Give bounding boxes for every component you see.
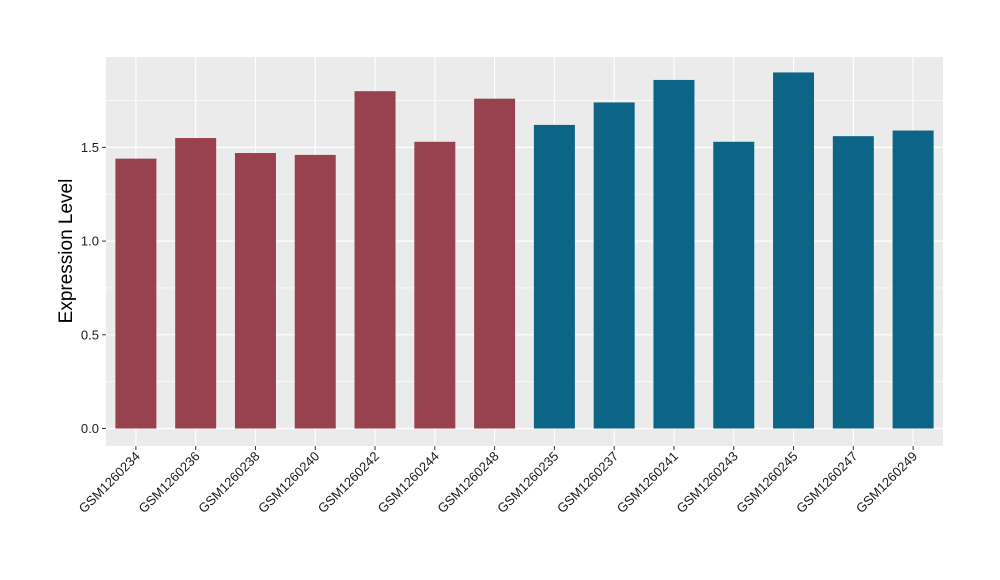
x-tick-label: GSM1260247 <box>793 449 860 516</box>
x-tick-label: GSM1260242 <box>315 449 382 516</box>
y-tick-label: 1.5 <box>81 140 99 155</box>
plot-panel <box>106 57 943 446</box>
bar <box>175 138 217 429</box>
x-tick-label: GSM1260248 <box>434 449 501 516</box>
bar <box>593 102 635 429</box>
x-tick-label: GSM1260240 <box>255 449 322 516</box>
bar <box>115 158 157 429</box>
bar <box>234 153 276 429</box>
x-tick-label: GSM1260238 <box>195 449 262 516</box>
y-tick-label: 1.0 <box>81 234 99 249</box>
x-tick-label: GSM1260245 <box>733 449 800 516</box>
x-tick-label: GSM1260236 <box>135 449 202 516</box>
y-tick-label: 0.5 <box>81 327 99 342</box>
x-tick-label: GSM1260235 <box>494 449 561 516</box>
bar <box>474 98 516 429</box>
x-tick-label: GSM1260237 <box>554 449 621 516</box>
bars <box>115 72 934 429</box>
bar <box>892 130 934 429</box>
x-tick-label: GSM1260234 <box>76 449 143 516</box>
bar <box>653 79 695 429</box>
y-tick-label: 0.0 <box>81 421 99 436</box>
bar <box>354 91 396 429</box>
y-axis: 0.0 0.5 1.0 1.5 <box>81 140 106 436</box>
x-tick-label: GSM1260244 <box>375 449 442 516</box>
bar <box>832 136 874 429</box>
bar <box>294 154 336 429</box>
bar <box>773 72 815 429</box>
bar <box>414 141 456 429</box>
y-axis-title: Expression Level <box>56 179 77 324</box>
x-tick-label: GSM1260243 <box>674 449 741 516</box>
bar <box>713 141 755 429</box>
x-axis: GSM1260234GSM1260236GSM1260238GSM1260240… <box>76 446 920 516</box>
bar <box>533 124 575 429</box>
x-tick-label: GSM1260241 <box>614 449 681 516</box>
x-tick-label: GSM1260249 <box>853 449 920 516</box>
